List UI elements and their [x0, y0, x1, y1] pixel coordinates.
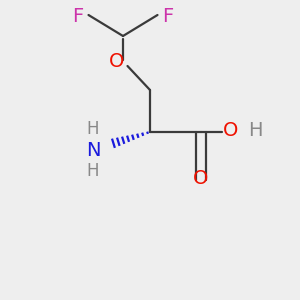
Text: O: O [193, 169, 209, 188]
Text: H: H [87, 162, 99, 180]
Text: O: O [223, 121, 239, 140]
Text: H: H [248, 121, 262, 140]
Text: F: F [162, 7, 174, 26]
Text: N: N [86, 140, 100, 160]
Text: F: F [72, 7, 84, 26]
Text: H: H [87, 120, 99, 138]
Text: O: O [109, 52, 125, 71]
